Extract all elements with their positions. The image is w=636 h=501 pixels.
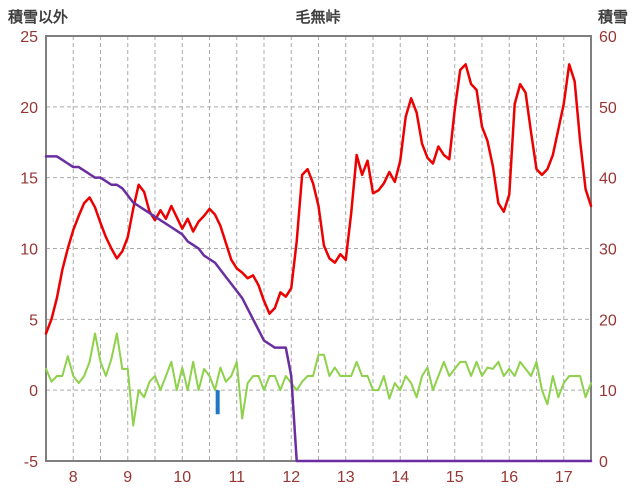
left-tick-label: 15 [20,171,38,188]
left-tick-label: 5 [29,312,38,329]
x-tick-label: 16 [500,469,518,486]
right-tick-label: 20 [599,312,617,329]
x-tick-label: 8 [69,469,78,486]
series-purple-snow [44,155,593,463]
left-tick-label: 20 [20,100,38,117]
right-tick-label: 60 [599,29,617,46]
x-tick-label: 17 [555,469,573,486]
x-tick-label: 12 [282,469,300,486]
right-tick-label: 10 [599,383,617,400]
right-axis-title: 積雪 [597,8,628,26]
series-red [44,63,593,335]
chart-title: 毛無峠 [295,8,340,26]
left-tick-label: 0 [29,383,38,400]
precip-bar [215,390,220,415]
x-tick-label: 10 [173,469,191,486]
x-tick-label: 15 [446,469,464,486]
left-axis-title: 積雪以外 [7,8,68,26]
x-tick-label: 13 [337,469,355,486]
series-green [45,332,592,427]
right-tick-label: 40 [599,171,617,188]
x-tick-label: 9 [123,469,132,486]
right-tick-label: 0 [599,454,608,471]
left-tick-label: 25 [20,29,38,46]
left-tick-label: 10 [20,242,38,259]
right-tick-label: 50 [599,100,617,117]
left-tick-label: -5 [24,454,38,471]
right-tick-label: 30 [599,242,617,259]
x-tick-label: 11 [228,469,245,486]
x-tick-label: 14 [391,469,409,486]
